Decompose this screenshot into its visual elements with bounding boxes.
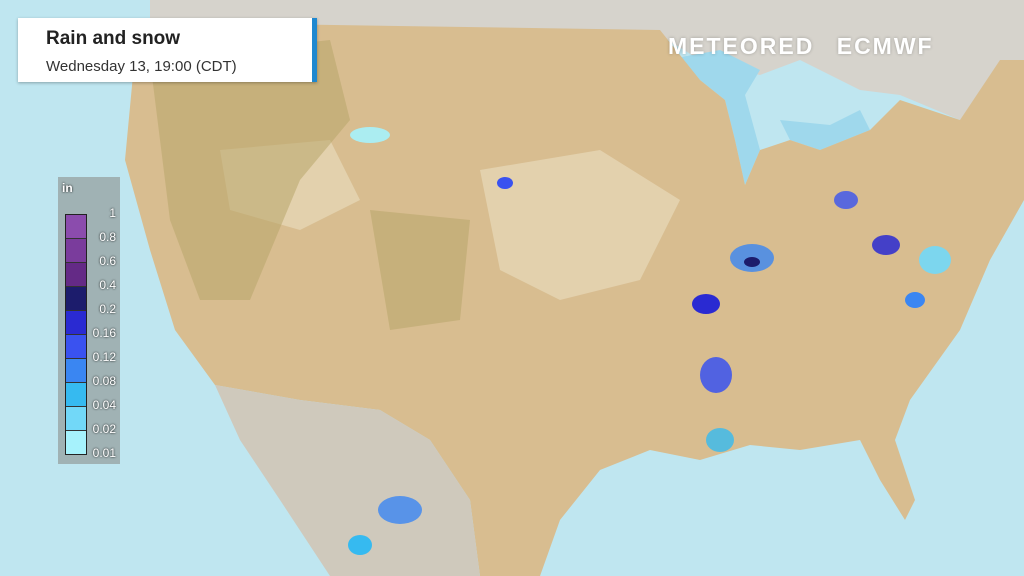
legend-swatch: [66, 359, 86, 383]
legend-swatch: [66, 215, 86, 239]
legend-label: 0.8: [99, 230, 116, 244]
legend-swatch: [66, 431, 86, 454]
legend-label: 0.4: [99, 278, 116, 292]
legend-swatch: [66, 239, 86, 263]
legend-swatches: [65, 214, 87, 455]
legend-label: 0.12: [92, 350, 116, 364]
ecmwf-logo: ECMWF: [836, 33, 934, 59]
legend-swatch: [66, 335, 86, 359]
legend-swatch: [66, 263, 86, 287]
great-lakes: [665, 50, 870, 185]
legend-label: 1: [109, 206, 116, 220]
legend-label: 0.6: [99, 254, 116, 268]
legend-label: 0.01: [92, 446, 116, 460]
legend-swatch: [66, 311, 86, 335]
precip-cell: [744, 257, 760, 267]
precipitation-legend: in 1 0.8 0.6 0.4 0.2 0.16 0.12 0.08 0.04 0.02 0.01: [58, 177, 120, 464]
precip-cell: [905, 292, 925, 308]
legend-label: 0.04: [92, 398, 116, 412]
precip-cell: [706, 428, 734, 452]
map-title: Rain and snow: [46, 28, 181, 49]
us-land: [125, 22, 1024, 576]
precip-cell: [348, 535, 372, 555]
title-box: Rain and snow Wednesday 13, 19:00 (CDT): [18, 18, 317, 82]
precip-cell: [497, 177, 513, 189]
legend-swatch: [66, 407, 86, 431]
precip-cell: [919, 246, 951, 274]
mexico-land: [215, 385, 480, 576]
legend-label: 0.16: [92, 326, 116, 340]
legend-label: 0.02: [92, 422, 116, 436]
precip-cell: [872, 235, 900, 255]
branding: METEORED ECMWF: [668, 33, 948, 60]
precip-cell: [692, 294, 720, 314]
plains-light-area: [220, 140, 680, 300]
map-timestamp: Wednesday 13, 19:00 (CDT): [46, 58, 237, 75]
precip-cell: [378, 496, 422, 524]
precipitation-cells: [348, 127, 951, 555]
legend-label: 0.2: [99, 302, 116, 316]
precip-cell: [834, 191, 858, 209]
legend-unit: in: [62, 181, 73, 195]
legend-swatch: [66, 287, 86, 311]
legend-label: 0.08: [92, 374, 116, 388]
meteored-logo: METEORED: [668, 33, 815, 59]
mountains-area: [150, 40, 470, 330]
precip-cell: [350, 127, 390, 143]
precip-cell: [700, 357, 732, 393]
legend-swatch: [66, 383, 86, 407]
